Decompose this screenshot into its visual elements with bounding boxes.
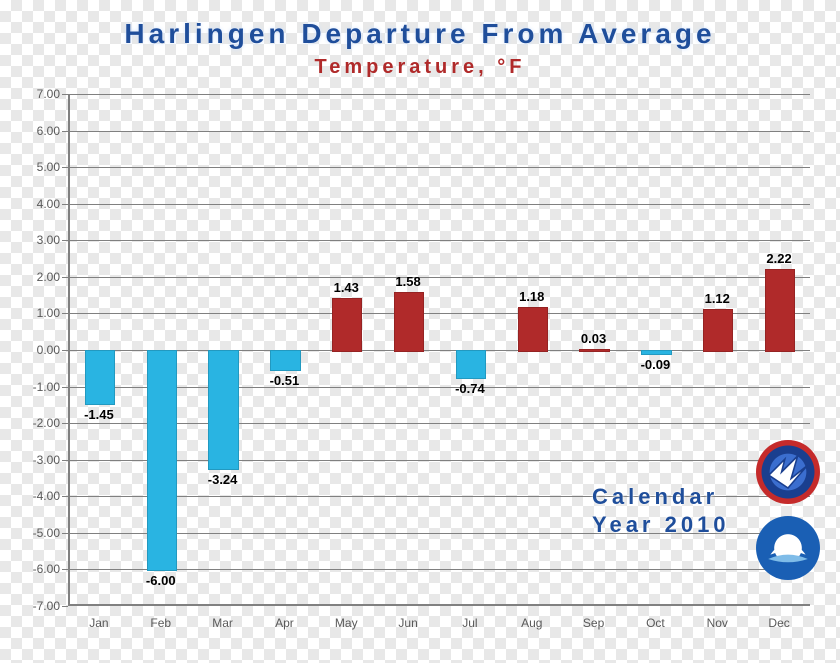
data-label: 1.58	[395, 274, 420, 289]
noaa-logo-icon	[756, 516, 820, 580]
gridline	[68, 460, 810, 461]
ytick	[62, 387, 68, 388]
ytick	[62, 204, 68, 205]
bar	[332, 298, 362, 352]
y-axis-label: 6.00	[37, 124, 60, 138]
bar	[208, 350, 238, 470]
y-axis-label: -5.00	[33, 526, 60, 540]
x-axis-label: Jan	[89, 616, 108, 630]
data-label: 1.43	[334, 280, 359, 295]
ytick	[62, 496, 68, 497]
x-axis-label: Jun	[398, 616, 417, 630]
ytick	[62, 569, 68, 570]
calendar-year-callout-line1: Calendar	[592, 484, 718, 510]
gridline	[68, 240, 810, 241]
x-axis-label: May	[335, 616, 358, 630]
x-axis-label: Jul	[462, 616, 477, 630]
ytick	[62, 460, 68, 461]
data-label: 2.22	[766, 251, 791, 266]
gridline	[68, 204, 810, 205]
ytick	[62, 240, 68, 241]
bar	[456, 350, 486, 379]
x-axis-label: Aug	[521, 616, 542, 630]
chart-title: Harlingen Departure From Average	[0, 18, 840, 50]
y-axis-label: -3.00	[33, 453, 60, 467]
bar	[703, 309, 733, 352]
bar	[579, 349, 609, 352]
bar	[270, 350, 300, 371]
calendar-year-callout-line2: Year 2010	[592, 512, 730, 538]
y-axis-label: 3.00	[37, 233, 60, 247]
gridline	[68, 131, 810, 132]
x-axis-label: Sep	[583, 616, 604, 630]
y-axis-label: -1.00	[33, 380, 60, 394]
ytick	[62, 167, 68, 168]
x-axis-label: Dec	[768, 616, 789, 630]
x-axis-label: Nov	[707, 616, 728, 630]
axis-zero-line	[68, 350, 810, 351]
ytick	[62, 606, 68, 607]
data-label: -6.00	[146, 573, 176, 588]
ytick	[62, 533, 68, 534]
ytick	[62, 423, 68, 424]
data-label: -1.45	[84, 407, 114, 422]
gridline	[68, 277, 810, 278]
y-axis-label: 0.00	[37, 343, 60, 357]
nws-logo-icon	[756, 440, 820, 504]
data-label: -0.51	[270, 373, 300, 388]
bar	[641, 350, 671, 355]
gridline	[68, 387, 810, 388]
ytick	[62, 313, 68, 314]
ytick	[62, 94, 68, 95]
y-axis-label: -4.00	[33, 489, 60, 503]
bar	[85, 350, 115, 405]
data-label: -0.09	[641, 357, 671, 372]
gridline	[68, 569, 810, 570]
x-axis-label: Oct	[646, 616, 665, 630]
chart-subtitle: Temperature, °F	[0, 56, 840, 79]
x-axis-label: Feb	[150, 616, 171, 630]
y-axis-label: 4.00	[37, 197, 60, 211]
bar	[147, 350, 177, 571]
y-axis-label: 1.00	[37, 306, 60, 320]
bar	[394, 292, 424, 352]
bar	[765, 269, 795, 352]
y-axis-label: -7.00	[33, 599, 60, 613]
data-label: 0.03	[581, 331, 606, 346]
x-axis-label: Apr	[275, 616, 294, 630]
y-axis-label: -6.00	[33, 562, 60, 576]
gridline	[68, 313, 810, 314]
x-axis-label: Mar	[212, 616, 233, 630]
y-axis-label: 2.00	[37, 270, 60, 284]
gridline	[68, 94, 810, 95]
ytick	[62, 277, 68, 278]
y-axis-label: 7.00	[37, 87, 60, 101]
gridline	[68, 423, 810, 424]
data-label: -0.74	[455, 381, 485, 396]
gridline	[68, 167, 810, 168]
y-axis-label: -2.00	[33, 416, 60, 430]
data-label: 1.18	[519, 289, 544, 304]
data-label: -3.24	[208, 472, 238, 487]
data-label: 1.12	[705, 291, 730, 306]
bar	[518, 307, 548, 352]
y-axis-label: 5.00	[37, 160, 60, 174]
ytick	[62, 131, 68, 132]
